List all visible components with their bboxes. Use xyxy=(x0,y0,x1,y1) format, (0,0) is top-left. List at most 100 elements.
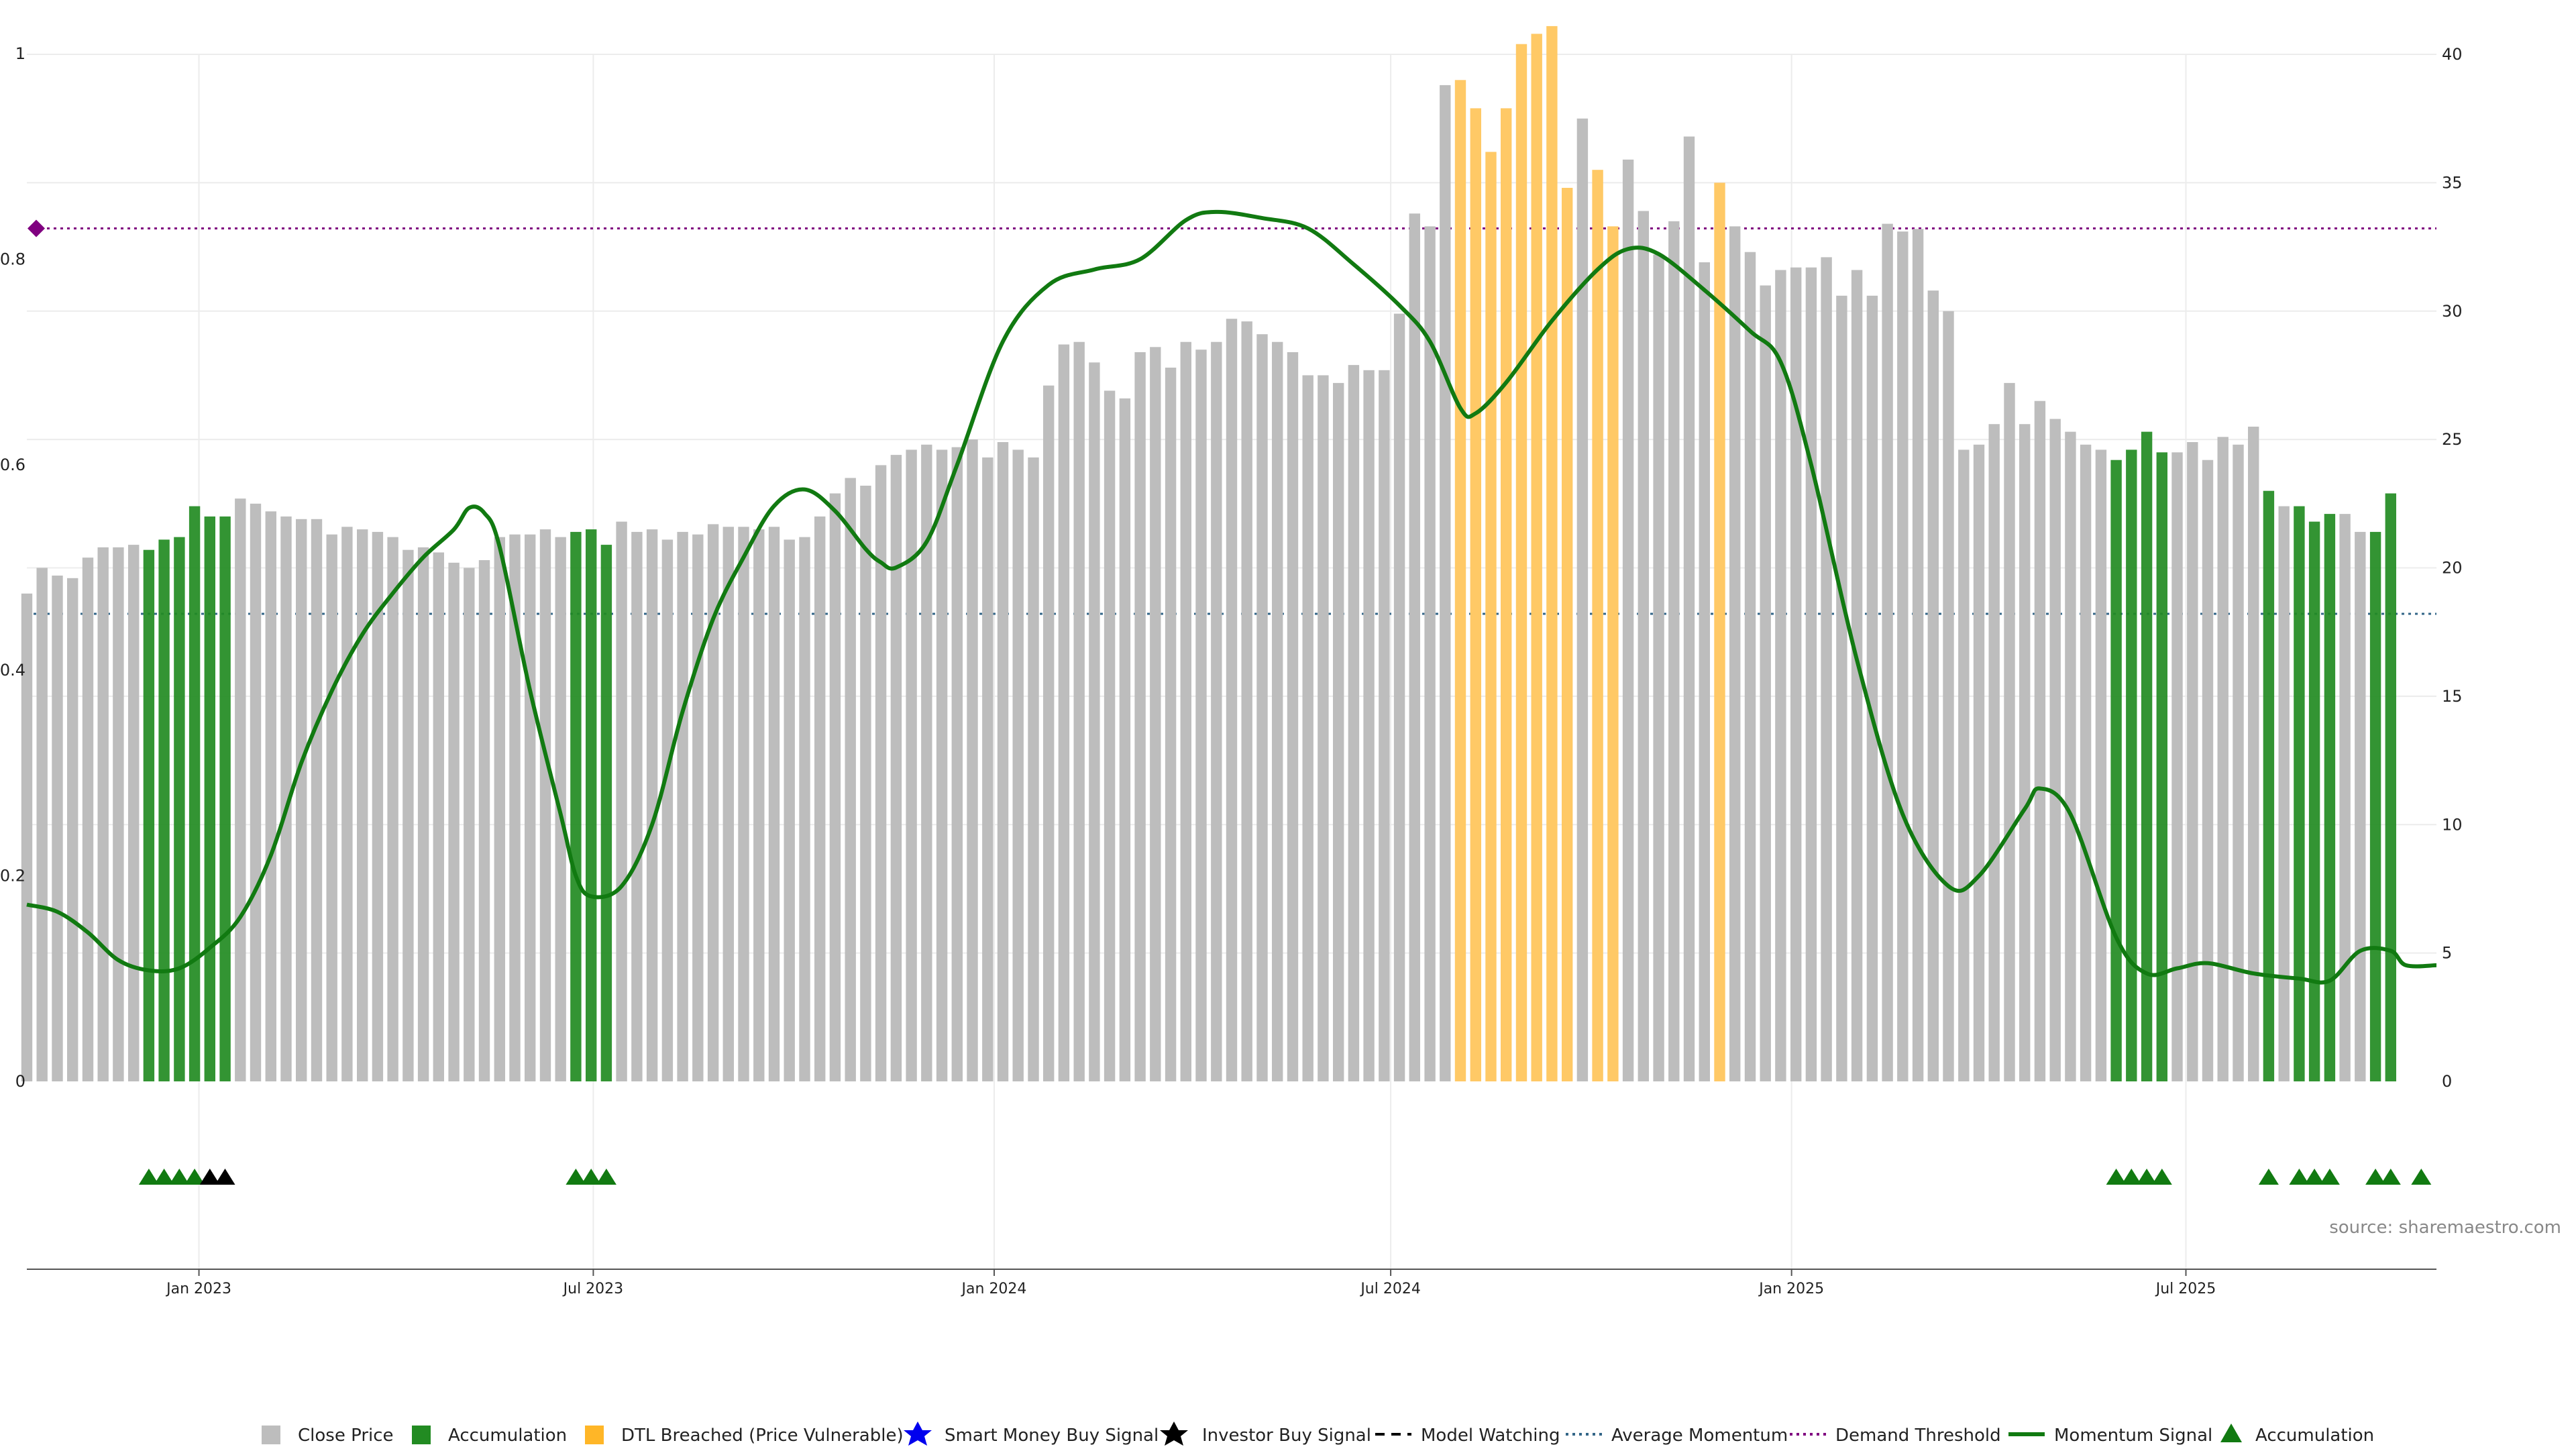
price-bar xyxy=(402,549,414,1081)
price-bar xyxy=(1866,295,1878,1081)
left-axis: 0 0.2 0.4 0.6 0.8 1 xyxy=(0,44,25,1091)
price-bar xyxy=(1622,159,1634,1081)
legend-average-momentum: Average Momentum xyxy=(1611,1426,1788,1446)
price-bar xyxy=(860,486,871,1081)
accumulation-marker-icon xyxy=(2304,1169,2325,1185)
price-bar xyxy=(2034,400,2046,1081)
x-tick-label: Jan 2023 xyxy=(165,1281,231,1297)
legend-accumulation-triangle-icon xyxy=(2220,1424,2242,1442)
x-tick-label: Jan 2024 xyxy=(961,1281,1027,1297)
price-bar xyxy=(1089,362,1100,1081)
price-bar xyxy=(387,537,398,1081)
momentum-signal-line xyxy=(26,209,2437,985)
accumulation-marker-icon xyxy=(169,1169,190,1185)
price-bar xyxy=(1028,457,1039,1081)
price-bar xyxy=(1256,334,1268,1082)
price-bar xyxy=(280,516,292,1081)
price-bar xyxy=(1607,226,1619,1081)
price-bar xyxy=(586,529,597,1081)
price-bar xyxy=(174,537,185,1081)
price-bar xyxy=(326,534,337,1081)
price-bar xyxy=(1119,398,1131,1081)
price-bar xyxy=(799,537,810,1081)
price-bar xyxy=(1760,285,1771,1081)
right-tick-label: 25 xyxy=(2442,430,2463,449)
price-bar xyxy=(2095,449,2107,1081)
price-bar xyxy=(1180,341,1191,1082)
accumulation-marker-icon xyxy=(2137,1169,2157,1185)
price-bar xyxy=(1531,34,1542,1081)
legend: Close Price Accumulation DTL Breached (P… xyxy=(262,1421,2374,1446)
price-bar xyxy=(1073,341,1085,1082)
price-bar xyxy=(1790,267,1802,1082)
legend-close-swatch xyxy=(262,1426,280,1444)
left-tick-label: 0.6 xyxy=(0,455,25,474)
price-bar xyxy=(2049,419,2061,1081)
price-bar xyxy=(113,547,124,1081)
price-bar xyxy=(448,562,460,1081)
price-bar xyxy=(1165,368,1177,1081)
price-bar xyxy=(1805,267,1817,1082)
price-bar xyxy=(158,539,170,1081)
price-bar xyxy=(1699,262,1710,1081)
price-bar xyxy=(1988,424,2000,1081)
accumulation-marker-icon xyxy=(2319,1169,2340,1185)
price-bar xyxy=(2065,431,2076,1081)
price-bar xyxy=(692,534,704,1081)
price-bar xyxy=(1424,226,1436,1081)
price-bar xyxy=(2110,460,2122,1081)
price-bar xyxy=(417,547,429,1081)
price-bar xyxy=(2217,437,2229,1081)
price-bar xyxy=(1638,211,1649,1081)
price-bar xyxy=(1195,350,1207,1082)
price-bar xyxy=(1287,352,1299,1081)
price-bar xyxy=(296,519,307,1081)
x-tick-label: Jul 2023 xyxy=(562,1281,624,1297)
price-bar xyxy=(982,457,994,1081)
price-bar xyxy=(478,560,490,1081)
demand-threshold-diamond-icon xyxy=(28,219,45,237)
right-tick-label: 15 xyxy=(2442,687,2463,706)
legend-dtl-swatch xyxy=(585,1426,604,1444)
price-bar xyxy=(1851,270,1863,1081)
price-bar xyxy=(677,531,688,1081)
x-tick-label: Jul 2025 xyxy=(2155,1281,2216,1297)
price-bar xyxy=(1058,344,1070,1081)
price-bar xyxy=(570,531,582,1081)
price-bar xyxy=(1485,152,1497,1081)
price-bar xyxy=(1454,80,1466,1081)
signal-panel xyxy=(138,1169,2432,1185)
price-bar xyxy=(829,493,841,1081)
price-bar xyxy=(2308,521,2320,1081)
left-tick-label: 0.4 xyxy=(0,661,25,680)
price-bar xyxy=(1668,221,1680,1081)
price-bar xyxy=(1134,352,1146,1081)
price-bar xyxy=(128,545,140,1081)
accumulation-marker-icon xyxy=(2121,1169,2142,1185)
accumulation-marker-icon xyxy=(2151,1169,2172,1185)
price-bar xyxy=(967,439,978,1081)
right-axis: 0 5 10 15 20 25 30 35 40 xyxy=(2442,45,2463,1091)
price-bar xyxy=(219,516,231,1081)
price-bar xyxy=(1729,226,1741,1081)
price-bar xyxy=(2187,442,2198,1081)
legend-investor: Investor Buy Signal xyxy=(1202,1426,1371,1446)
right-tick-label: 20 xyxy=(2442,559,2463,578)
price-bar xyxy=(845,478,856,1081)
investor-marker-icon xyxy=(199,1169,220,1185)
price-bar xyxy=(21,593,33,1081)
price-bar xyxy=(2141,431,2153,1081)
price-bar xyxy=(1363,370,1375,1081)
price-bar xyxy=(36,568,48,1081)
legend-dtl: DTL Breached (Price Vulnerable) xyxy=(621,1426,904,1446)
price-bar xyxy=(494,537,505,1081)
legend-smart-money-star-icon xyxy=(904,1421,932,1446)
price-bar xyxy=(936,449,948,1081)
price-bar xyxy=(722,527,734,1081)
price-bar xyxy=(357,529,368,1081)
price-bar xyxy=(2355,531,2366,1081)
price-bar xyxy=(2324,514,2336,1081)
price-bar xyxy=(2233,444,2244,1081)
price-bar xyxy=(1836,295,1847,1081)
price-bars xyxy=(21,25,2396,1082)
